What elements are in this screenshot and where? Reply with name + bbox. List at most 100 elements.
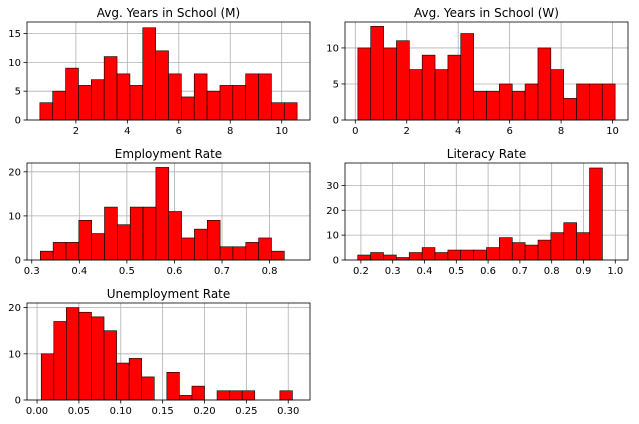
histogram-bar xyxy=(258,237,272,261)
x-tick-label: 2 xyxy=(404,126,410,137)
y-tick-label: 20 xyxy=(8,167,21,178)
histogram-bar xyxy=(589,167,603,261)
plot-frame xyxy=(344,162,629,261)
x-tick-label: 0.8 xyxy=(544,266,560,277)
chart-title: Literacy Rate xyxy=(447,147,526,161)
histogram-bar xyxy=(128,358,143,401)
histogram-bar xyxy=(271,102,285,121)
x-tick-label: 8 xyxy=(227,126,233,137)
histogram-bar xyxy=(117,224,131,261)
y-tick-label: 10 xyxy=(8,211,21,222)
histogram-bar xyxy=(550,232,565,261)
histogram-bar xyxy=(473,249,487,261)
x-tick-label: 6 xyxy=(506,126,512,137)
histogram-bar xyxy=(537,239,552,261)
histogram-bar xyxy=(357,47,372,121)
histogram-bar xyxy=(524,83,539,121)
histogram-bar xyxy=(155,167,170,261)
histogram-bar xyxy=(40,353,55,401)
histogram-bar xyxy=(181,237,195,261)
histogram-bar xyxy=(194,228,208,261)
x-tick-label: 0.3 xyxy=(24,266,40,277)
x-tick-label: 0.4 xyxy=(71,266,87,277)
histogram-bar xyxy=(65,67,79,121)
histogram-bar xyxy=(550,69,564,121)
histogram-bar xyxy=(241,390,256,401)
histogram-bar xyxy=(116,362,130,401)
histogram-bar xyxy=(563,222,577,261)
y-tick-label: 20 xyxy=(326,206,339,217)
histogram-bar xyxy=(245,73,259,121)
x-tick-label: 0.00 xyxy=(26,406,48,417)
x-tick-label: 4 xyxy=(455,126,461,137)
x-tick-label: 0 xyxy=(352,126,358,137)
histogram-bar xyxy=(91,316,105,401)
histogram-bar xyxy=(216,390,230,401)
y-tick-label: 0 xyxy=(15,256,21,267)
histogram-bar xyxy=(499,83,513,121)
x-tick-label: 0.4 xyxy=(417,266,433,277)
chart-title: Unemployment Rate xyxy=(107,287,231,301)
y-tick-label: 0 xyxy=(333,256,339,267)
histogram-bar xyxy=(434,252,449,261)
x-tick-label: 0.15 xyxy=(152,406,174,417)
histogram-bar xyxy=(499,237,513,261)
y-tick-label: 10 xyxy=(8,58,21,69)
x-tick-label: 10 xyxy=(275,126,288,137)
y-tick-label: 10 xyxy=(8,349,21,360)
histogram-bar xyxy=(524,244,539,261)
x-tick-label: 0.5 xyxy=(448,266,464,277)
histogram-bar xyxy=(396,40,410,121)
histogram-bar xyxy=(473,90,487,121)
histogram-panel-2: 0 2 4 6 8 10 0 5 10 Avg. Years in School (W) xyxy=(326,6,629,137)
x-tick-label: 0.8 xyxy=(262,266,278,277)
histogram-bar xyxy=(40,250,54,261)
histogram-bar xyxy=(283,102,298,121)
histogram-bar xyxy=(166,371,180,401)
histogram-bar xyxy=(78,85,92,121)
histogram-bar xyxy=(65,242,80,261)
histogram-bar xyxy=(486,90,500,121)
histogram-bar xyxy=(53,321,67,401)
chart-title: Avg. Years in School (W) xyxy=(414,6,559,20)
histogram-bar xyxy=(576,83,590,121)
histogram-bar xyxy=(245,242,259,261)
histogram-bar xyxy=(447,249,462,261)
y-tick-label: 10 xyxy=(326,231,339,242)
x-tick-label: 0.10 xyxy=(110,406,132,417)
histogram-bar xyxy=(52,242,67,261)
histogram-bar xyxy=(383,47,397,121)
x-tick-label: 0.7 xyxy=(512,266,528,277)
histogram-bar xyxy=(219,246,234,261)
x-tick-label: 0.6 xyxy=(480,266,496,277)
histogram-bar xyxy=(191,385,205,401)
histogram-bar xyxy=(447,54,462,121)
x-tick-label: 6 xyxy=(176,126,182,137)
x-tick-label: 10 xyxy=(606,126,619,137)
x-tick-label: 4 xyxy=(124,126,130,137)
histogram-bar xyxy=(408,252,423,261)
histogram-bar xyxy=(271,250,285,261)
histogram-bar xyxy=(206,90,221,121)
histogram-bar xyxy=(181,96,195,121)
histogram-bar xyxy=(52,90,66,121)
histogram-bar xyxy=(232,85,246,121)
histogram-bar xyxy=(279,390,293,401)
histogram-bar xyxy=(421,54,436,121)
histogram-bar xyxy=(91,233,105,261)
histogram-bar xyxy=(91,79,105,121)
histogram-bar xyxy=(357,254,371,261)
plot-frame xyxy=(26,21,311,121)
chart-title: Avg. Years in School (M) xyxy=(97,6,240,20)
histogram-panel-5: 0.00 0.05 0.10 0.15 0.20 0.25 0.30 0 10 20 Unemplo… xyxy=(8,287,311,417)
x-tick-label: 0.20 xyxy=(193,406,215,417)
histogram-bar xyxy=(103,330,117,401)
x-tick-label: 0.5 xyxy=(119,266,135,277)
histogram-bar xyxy=(179,395,193,401)
histogram-bar xyxy=(193,73,208,121)
y-tick-label: 30 xyxy=(326,181,339,192)
histogram-bar xyxy=(421,247,436,261)
x-tick-label: 8 xyxy=(558,126,564,137)
y-tick-label: 0 xyxy=(15,396,21,407)
